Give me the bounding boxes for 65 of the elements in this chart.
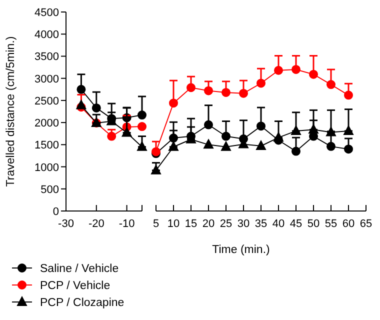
point: [292, 146, 300, 156]
x-tick-label: 60: [342, 218, 355, 230]
point: [204, 120, 213, 130]
point: [344, 125, 354, 135]
y-tick-label: 4500: [34, 7, 59, 19]
x-tick-label: -30: [58, 218, 74, 230]
point: [107, 132, 116, 141]
point: [76, 100, 86, 110]
point: [274, 66, 283, 75]
point: [309, 70, 318, 79]
x-tick-label: 35: [254, 218, 268, 230]
legend-label: PCP / Vehicle: [40, 280, 110, 292]
point: [239, 88, 248, 98]
point: [292, 64, 300, 74]
y-tick-label: 2500: [34, 95, 59, 108]
point: [326, 126, 336, 136]
point: [169, 98, 178, 108]
point: [256, 78, 266, 88]
point: [204, 139, 214, 149]
x-tick-label: 5: [152, 218, 160, 230]
point: [76, 84, 86, 94]
point: [326, 80, 336, 90]
y-tick-label: 3500: [34, 51, 59, 64]
x-tick-label: 20: [202, 218, 215, 230]
y-tick-label: 1500: [34, 140, 59, 152]
x-tick-label: -10: [118, 218, 135, 230]
point: [92, 103, 101, 112]
x-tick-label: 65: [360, 218, 372, 230]
point: [186, 83, 196, 92]
point: [138, 122, 146, 132]
y-axis-title: Travelled distance (cm/5min.): [5, 36, 17, 187]
y-tick-label: 1000: [34, 162, 59, 174]
point: [326, 142, 336, 151]
legend-label: PCP / Clozapine: [40, 297, 124, 309]
x-tick-label: 45: [290, 218, 302, 230]
point: [308, 124, 318, 134]
x-axis-title: Time (min.): [212, 244, 270, 256]
x-tick-label: 55: [324, 218, 338, 230]
x-tick-label: 25: [220, 218, 232, 230]
x-tick-label: 50: [307, 218, 320, 230]
point: [291, 125, 301, 135]
x-tick-label: 30: [237, 218, 250, 230]
x-tick-label: 15: [184, 218, 198, 230]
point: [256, 140, 266, 150]
y-tick-label: 3000: [34, 73, 59, 86]
point: [122, 127, 132, 137]
point: [137, 141, 147, 151]
x-tick-label: 10: [167, 218, 180, 230]
y-tick-label: 500: [40, 184, 59, 196]
x-tick-label: -20: [88, 218, 104, 230]
point: [256, 122, 266, 131]
x-tick-label: 40: [272, 218, 285, 230]
point: [221, 141, 231, 151]
y-tick-label: 4000: [34, 29, 59, 42]
point: [222, 132, 230, 141]
point: [274, 132, 284, 142]
y-tick-label: 2000: [34, 118, 59, 130]
point: [344, 144, 353, 154]
point: [344, 90, 353, 100]
legend-label: Saline / Vehicle: [40, 263, 119, 275]
y-tick-label: 0: [52, 206, 59, 218]
point: [222, 88, 230, 97]
point: [204, 86, 213, 96]
point: [138, 110, 146, 120]
point: [168, 141, 178, 151]
